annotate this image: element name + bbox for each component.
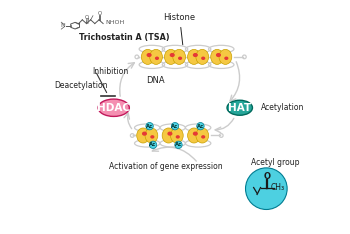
Ellipse shape: [155, 57, 159, 60]
Text: Trichostatin A (TSA): Trichostatin A (TSA): [79, 33, 170, 42]
Text: Ac: Ac: [197, 124, 204, 129]
Ellipse shape: [98, 99, 130, 117]
Ellipse shape: [201, 135, 205, 139]
Ellipse shape: [147, 53, 152, 57]
Ellipse shape: [219, 49, 232, 64]
Text: Histone: Histone: [163, 13, 196, 45]
Ellipse shape: [188, 49, 200, 64]
Text: O: O: [98, 11, 102, 16]
Text: CH₃: CH₃: [270, 183, 284, 192]
Ellipse shape: [196, 128, 209, 143]
Circle shape: [175, 141, 182, 149]
Ellipse shape: [167, 132, 173, 136]
Circle shape: [197, 122, 204, 130]
Ellipse shape: [211, 49, 223, 64]
Text: NHOH: NHOH: [105, 20, 124, 25]
Ellipse shape: [178, 57, 182, 60]
Ellipse shape: [141, 49, 154, 64]
Ellipse shape: [193, 132, 198, 136]
Ellipse shape: [193, 53, 198, 57]
Text: Ac: Ac: [172, 124, 178, 129]
Ellipse shape: [201, 57, 205, 60]
Ellipse shape: [164, 49, 177, 64]
Text: DNA: DNA: [146, 76, 164, 84]
Text: Deacetylation: Deacetylation: [55, 81, 108, 90]
Ellipse shape: [162, 128, 175, 143]
Ellipse shape: [170, 128, 183, 143]
Text: O: O: [85, 15, 89, 20]
Ellipse shape: [224, 57, 229, 60]
Ellipse shape: [188, 128, 200, 143]
Ellipse shape: [216, 53, 221, 57]
Text: HAT: HAT: [228, 103, 251, 113]
Circle shape: [146, 122, 153, 130]
Ellipse shape: [170, 53, 175, 57]
Ellipse shape: [173, 49, 186, 64]
Ellipse shape: [227, 100, 252, 115]
Ellipse shape: [150, 49, 162, 64]
Text: Inhibition: Inhibition: [92, 67, 128, 77]
Ellipse shape: [150, 135, 154, 139]
Text: Activation of gene expression: Activation of gene expression: [109, 162, 223, 171]
Text: N: N: [60, 23, 65, 28]
Circle shape: [245, 168, 287, 209]
Text: Acetyl group: Acetyl group: [251, 157, 300, 167]
Ellipse shape: [145, 128, 158, 143]
Ellipse shape: [142, 132, 147, 136]
Circle shape: [171, 122, 179, 130]
Text: HDAC: HDAC: [97, 103, 130, 113]
Ellipse shape: [137, 128, 149, 143]
Text: Ac: Ac: [149, 142, 157, 147]
Circle shape: [149, 141, 157, 149]
Text: Acetylation: Acetylation: [260, 103, 304, 112]
Text: Ac: Ac: [146, 124, 153, 129]
Text: Ac: Ac: [175, 142, 182, 147]
Text: O: O: [263, 172, 270, 181]
Ellipse shape: [176, 135, 180, 139]
Ellipse shape: [196, 49, 209, 64]
